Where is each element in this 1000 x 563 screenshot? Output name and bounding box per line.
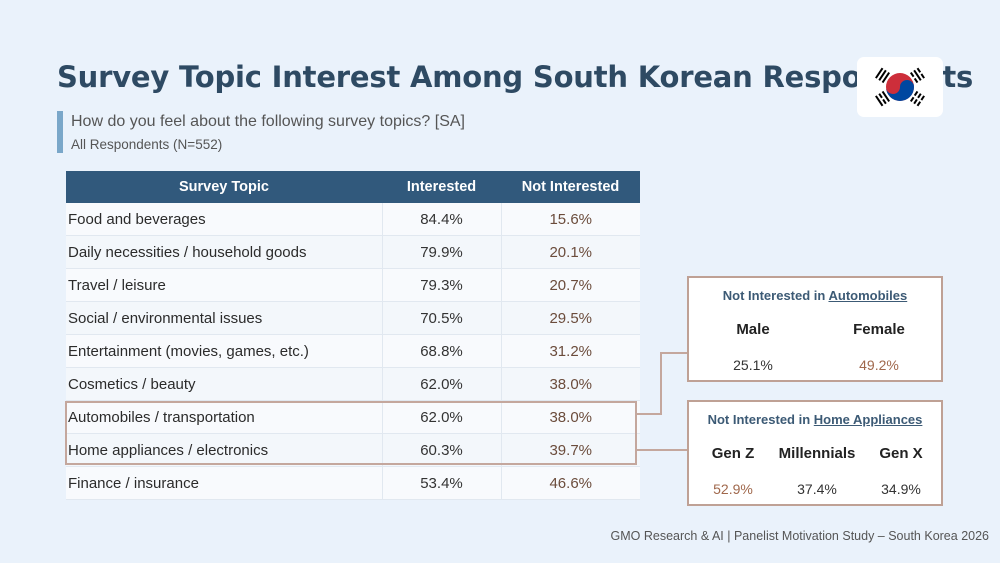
table-header-row: Survey Topic Interested Not Interested: [66, 171, 640, 203]
column-header-not-interested: Not Interested: [501, 171, 640, 203]
table-row: Automobiles / transportation 62.0% 38.0%: [66, 400, 640, 434]
subtitle-accent-bar: [57, 111, 63, 153]
south-korea-flag-icon: [875, 67, 925, 107]
table-row: Cosmetics / beauty 62.0% 38.0%: [66, 367, 640, 401]
flag-container: [857, 57, 943, 117]
group-value: 34.9%: [881, 481, 921, 497]
not-interested-cell: 20.1%: [501, 235, 640, 269]
panel-title-topic: Home Appliances: [813, 412, 923, 427]
group-header: Gen Z: [711, 445, 755, 462]
column-header-interested: Interested: [382, 171, 501, 203]
topic-cell: Finance / insurance: [66, 466, 382, 500]
not-interested-cell: 15.6%: [501, 203, 640, 236]
group-header: Gen X: [879, 445, 923, 462]
survey-topic-table: Survey Topic Interested Not Interested F…: [66, 171, 640, 500]
panel-title: Not Interested in Home Appliances: [689, 412, 941, 427]
interested-cell: 62.0%: [381, 367, 502, 401]
breakdown-panel-home-appliances: Not Interested in Home Appliances Gen Z …: [687, 400, 943, 506]
topic-cell: Home appliances / electronics: [66, 433, 382, 467]
table-row: Home appliances / electronics 60.3% 39.7…: [66, 433, 640, 467]
not-interested-cell: 29.5%: [501, 301, 640, 335]
panel-title: Not Interested in Automobiles: [689, 288, 941, 303]
topic-cell: Automobiles / transportation: [66, 400, 382, 434]
topic-cell: Cosmetics / beauty: [66, 367, 382, 401]
interested-cell: 79.3%: [381, 268, 502, 302]
interested-cell: 68.8%: [381, 334, 502, 368]
not-interested-cell: 39.7%: [501, 433, 640, 467]
topic-cell: Social / environmental issues: [66, 301, 382, 335]
group-header: Male: [736, 321, 770, 338]
breakdown-panel-automobiles: Not Interested in Automobiles Male Femal…: [687, 276, 943, 382]
topic-cell: Daily necessities / household goods: [66, 235, 382, 269]
topic-cell: Food and beverages: [66, 203, 382, 236]
not-interested-cell: 38.0%: [501, 367, 640, 401]
interested-cell: 79.9%: [381, 235, 502, 269]
not-interested-cell: 31.2%: [501, 334, 640, 368]
interested-cell: 62.0%: [381, 400, 502, 434]
not-interested-cell: 20.7%: [501, 268, 640, 302]
group-value-highlight: 52.9%: [713, 481, 753, 497]
group-value: 37.4%: [797, 481, 837, 497]
connector-automobiles: [637, 352, 687, 415]
topic-cell: Travel / leisure: [66, 268, 382, 302]
group-value-highlight: 49.2%: [859, 357, 899, 373]
table-row: Travel / leisure 79.3% 20.7%: [66, 268, 640, 302]
interested-cell: 53.4%: [381, 466, 502, 500]
table-row: Finance / insurance 53.4% 46.6%: [66, 466, 640, 500]
interested-cell: 84.4%: [381, 203, 502, 236]
respondent-count: All Respondents (N=552): [71, 137, 223, 152]
interested-cell: 70.5%: [381, 301, 502, 335]
topic-cell: Entertainment (movies, games, etc.): [66, 334, 382, 368]
table-row: Food and beverages 84.4% 15.6%: [66, 203, 640, 236]
not-interested-cell: 38.0%: [501, 400, 640, 434]
panel-title-topic: Automobiles: [828, 288, 908, 303]
panel-title-prefix: Not Interested in: [722, 288, 829, 303]
not-interested-cell: 46.6%: [501, 466, 640, 500]
table-row: Daily necessities / household goods 79.9…: [66, 235, 640, 269]
table-row: Social / environmental issues 70.5% 29.5…: [66, 301, 640, 335]
footer-source: GMO Research & AI | Panelist Motivation …: [610, 529, 989, 543]
group-value: 25.1%: [733, 357, 773, 373]
interested-cell: 60.3%: [381, 433, 502, 467]
survey-question: How do you feel about the following surv…: [71, 113, 465, 130]
group-header: Millennials: [778, 445, 856, 462]
page-title: Survey Topic Interest Among South Korean…: [57, 60, 974, 94]
table-row: Entertainment (movies, games, etc.) 68.8…: [66, 334, 640, 368]
column-header-topic: Survey Topic: [66, 171, 382, 203]
group-header: Female: [853, 321, 905, 338]
highlight-box: [65, 401, 637, 465]
panel-title-prefix: Not Interested in: [707, 412, 814, 427]
